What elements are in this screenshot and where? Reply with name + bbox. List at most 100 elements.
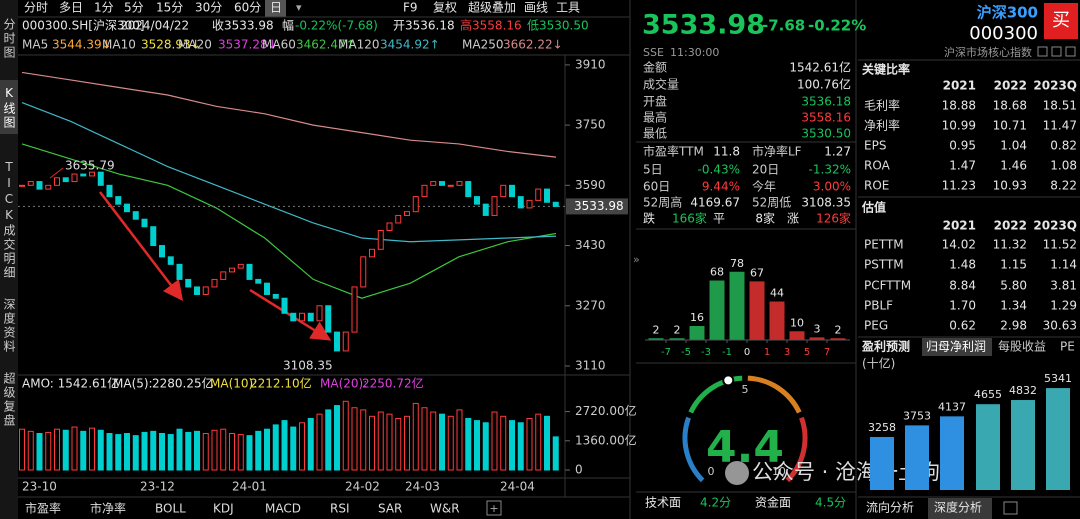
sidebar-item[interactable]: 深度资料 [2, 298, 16, 354]
volume-bar [421, 407, 428, 471]
indicator-tab[interactable]: KDJ [213, 502, 234, 516]
sidebar-active [0, 80, 18, 134]
volume-bar [395, 417, 402, 471]
high-annotation: 3635.79 [65, 159, 115, 173]
period-tab[interactable]: 多日 [59, 1, 83, 15]
volume-bar [80, 430, 87, 471]
volume-bar [404, 415, 410, 471]
period-tab[interactable]: 15分 [156, 1, 183, 15]
period-tab[interactable]: 60分 [234, 1, 261, 15]
buy-label[interactable]: 买 [1052, 10, 1070, 31]
sidebar-item[interactable]: 超级复盘 [2, 371, 16, 428]
bottom-tab[interactable]: 流向分析 [866, 500, 914, 515]
indicator-tab[interactable]: SAR [378, 502, 402, 516]
tool-button[interactable]: 超级叠加 [468, 0, 516, 15]
sidebar-item[interactable]: 成交明细 [2, 224, 16, 280]
buy-button[interactable] [1044, 3, 1078, 39]
volume-bar [27, 430, 34, 471]
candle [482, 203, 489, 216]
row-value: 11.47 [1043, 119, 1077, 133]
dropdown-box[interactable] [1003, 501, 1018, 515]
breadth-flat: 8家 [755, 211, 775, 226]
tool-button[interactable]: 工具 [556, 1, 580, 15]
indicator-tab[interactable]: RSI [330, 502, 350, 516]
period-tab[interactable]: 30分 [195, 1, 222, 15]
volume-bar [150, 430, 157, 471]
candle [456, 181, 463, 186]
sidebar-item[interactable]: 分时图 [2, 18, 16, 60]
indicator-tab[interactable]: BOLL [155, 502, 186, 516]
row-value: 30.63 [1043, 319, 1077, 333]
ma-line [21, 101, 557, 243]
tool-button[interactable]: 画线 [524, 1, 548, 15]
indicator-tab[interactable]: W&R [430, 502, 460, 516]
collapse-icon[interactable]: » [633, 253, 640, 266]
gauge-tick-label: 0 [708, 465, 715, 478]
volume-bar [430, 411, 437, 471]
forecast-bar [870, 436, 894, 490]
year-header: 2021 [943, 219, 976, 233]
period-tab[interactable]: 1分 [94, 1, 114, 15]
row-value: 2.98 [1000, 319, 1027, 333]
index-name: 沪深300 [977, 4, 1038, 22]
volume-bar [89, 427, 95, 471]
tool-button[interactable]: F9 [403, 1, 418, 15]
sidebar-item[interactable]: K线图 [2, 86, 16, 130]
forecast-tab[interactable]: PE [1060, 340, 1075, 354]
candle [377, 229, 384, 250]
date-label: 24-03 [405, 480, 440, 494]
volume-ma-name: MA(5): [113, 377, 153, 391]
ma-value: 3537.28↓ [218, 38, 278, 52]
price: 3533.98 [642, 10, 765, 41]
volume-bar [159, 433, 165, 471]
forecast-tab[interactable]: 每股收益 [998, 339, 1046, 354]
bottom-tab[interactable]: 深度分析 [934, 500, 982, 515]
distribution-bar [749, 281, 765, 340]
row-value: 1.70 [949, 299, 976, 313]
row-value: 1.34 [1000, 299, 1027, 313]
indicator-tab[interactable]: MACD [265, 502, 301, 516]
volume-bar [272, 424, 279, 471]
add-tab-icon[interactable] [486, 500, 502, 516]
volume-bar [342, 400, 349, 471]
candle [412, 196, 419, 213]
range-label: 幅 [282, 18, 294, 33]
score-label: 技术面 [645, 496, 681, 510]
sidebar-item[interactable]: TICK [2, 160, 16, 224]
metric-value: -0.43% [698, 163, 740, 177]
current-price-box [566, 198, 628, 215]
period-tab[interactable]: 分时 [24, 1, 48, 15]
candle [351, 286, 358, 333]
candle [246, 263, 253, 280]
ma-name: MA250 [462, 38, 503, 52]
row-label: 净利率 [864, 118, 900, 133]
volume-bar [202, 433, 209, 471]
ma-value: 3528.93↓ [141, 38, 201, 52]
candle [19, 184, 25, 187]
indicator-tab[interactable]: 市净率 [90, 501, 126, 516]
row-label: ROE [864, 179, 889, 193]
forecast-tab[interactable]: 归母净利润 [926, 340, 986, 354]
volume-bar [552, 436, 559, 471]
stat-label: 开盘 [643, 94, 667, 109]
volume-bar [517, 422, 524, 471]
distribution-value: 3 [814, 322, 821, 335]
volume-bar [246, 435, 253, 471]
candle [500, 184, 507, 198]
distribution-value: 2 [653, 323, 660, 336]
period-tab[interactable]: 5分 [124, 1, 144, 15]
volume-bar [211, 429, 218, 471]
ma-value: 3544.39↓ [52, 38, 112, 52]
candle [62, 177, 69, 183]
volume-bar [447, 415, 454, 471]
indicator-tab[interactable]: 市盈率 [25, 501, 61, 516]
row-value: 0.62 [949, 319, 976, 333]
volume-ma-name: MA(20): [320, 377, 367, 391]
tool-button[interactable]: 复权 [433, 1, 457, 15]
volume-bar [281, 420, 288, 471]
candle [474, 196, 480, 205]
period-tab[interactable]: 日 [270, 1, 282, 15]
y-tick-label: 3430 [575, 238, 606, 252]
y-tick-label: 3590 [575, 178, 606, 192]
